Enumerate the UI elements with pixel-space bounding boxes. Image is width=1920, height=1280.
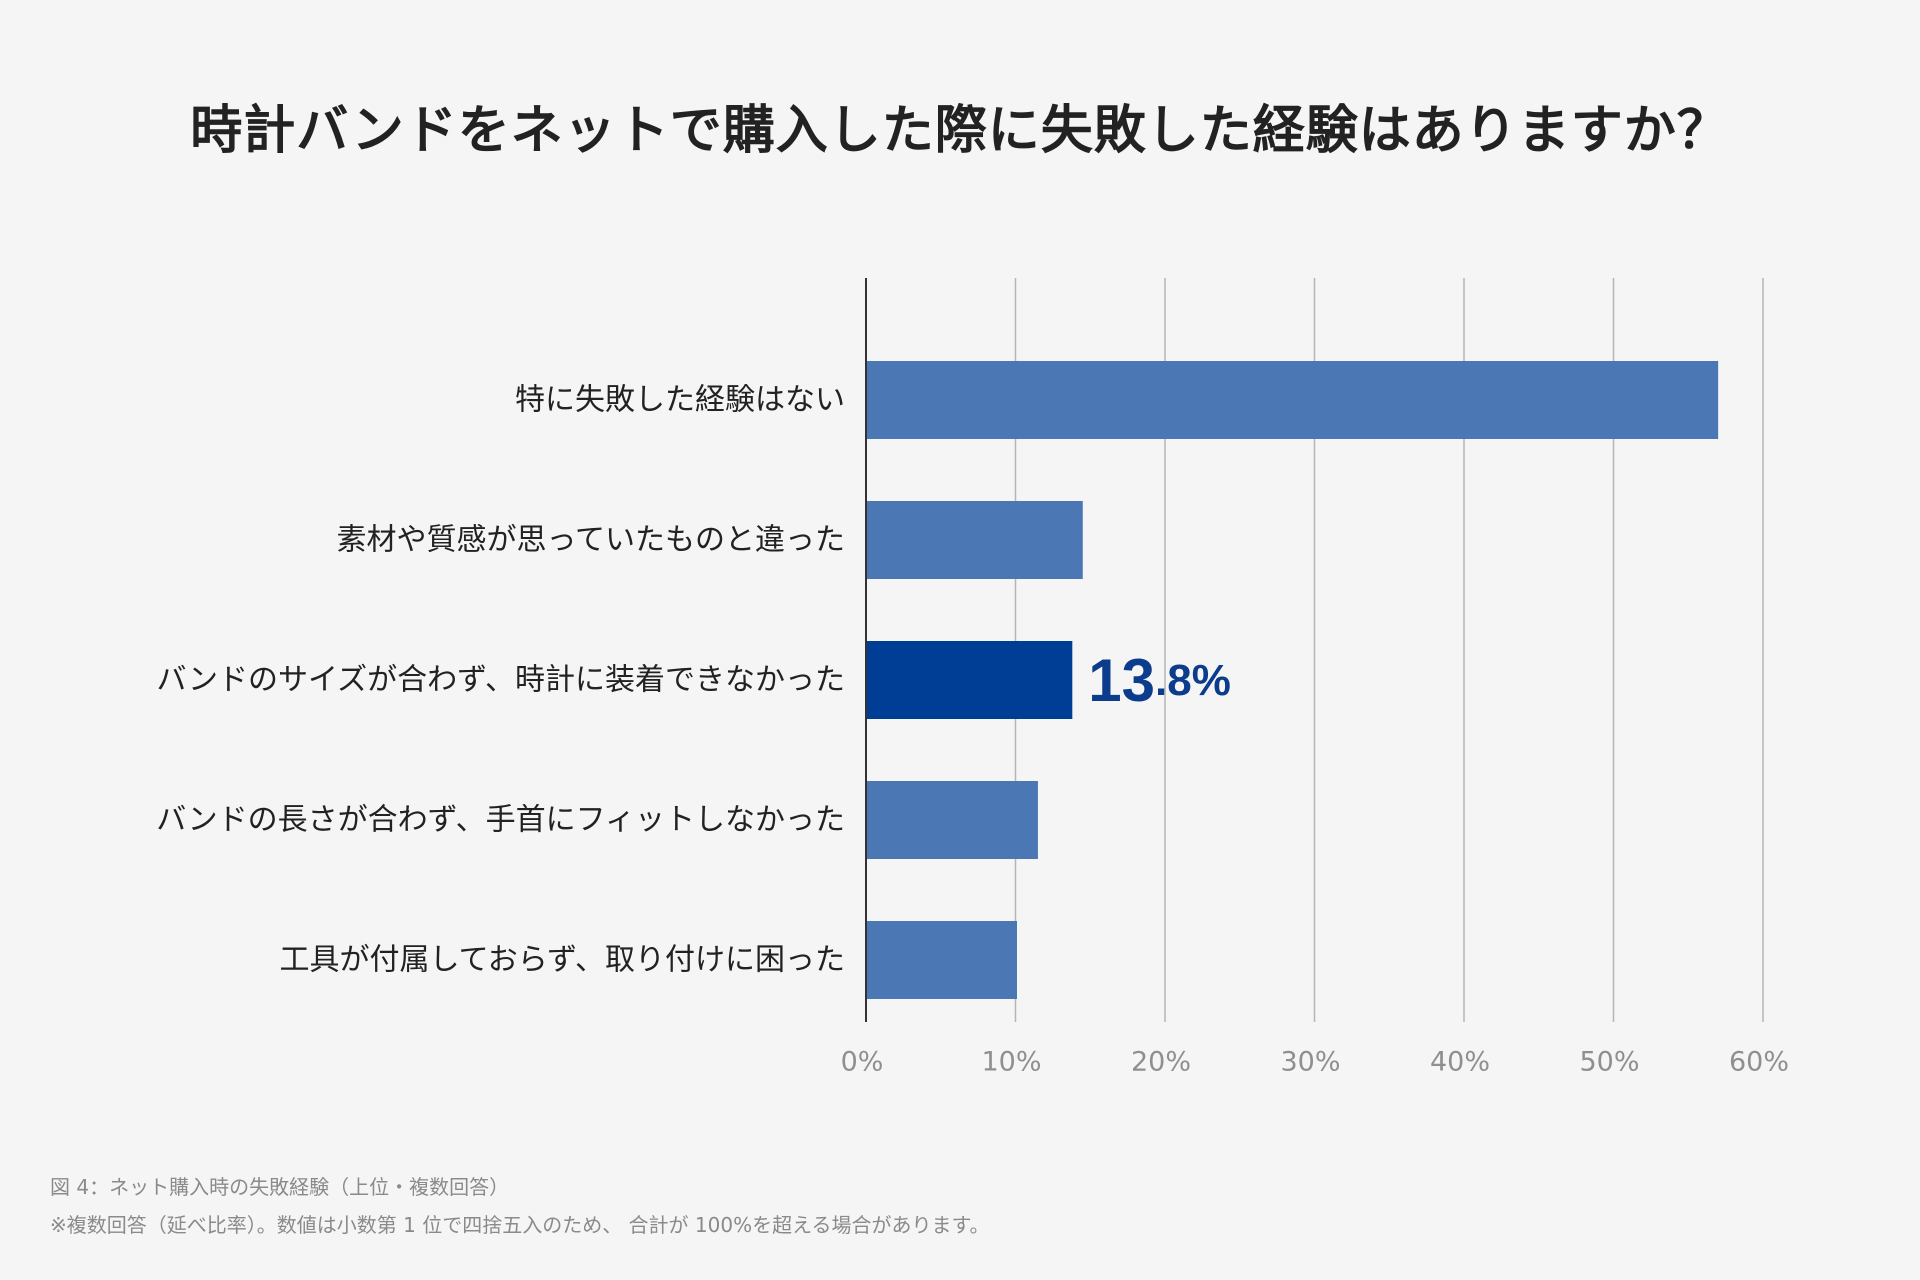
value-label-decimal: .8%: [1155, 656, 1231, 705]
category-label: 特に失敗した経験はない: [515, 383, 845, 418]
footnote-note: ※複数回答（延べ比率）。数値は小数第 1 位で四捨五入のため、 合計が 100%…: [50, 1213, 990, 1237]
bar-highlight: [866, 641, 1073, 719]
tick-label: 40%: [1430, 1047, 1490, 1078]
bar: [866, 781, 1038, 859]
bar: [866, 921, 1017, 999]
tick-label: 30%: [1280, 1047, 1340, 1078]
bars: [866, 361, 1719, 999]
bar: [866, 361, 1719, 439]
figure-caption: 図 4：ネット購入時の失敗経験（上位・複数回答）: [50, 1175, 510, 1199]
category-label: 素材や質感が思っていたものと違った: [337, 523, 846, 558]
tick-label: 60%: [1729, 1047, 1789, 1078]
category-labels: 特に失敗した経験はない素材や質感が思っていたものと違ったバンドのサイズが合わず、…: [156, 383, 845, 978]
footnotes: 図 4：ネット購入時の失敗経験（上位・複数回答） ※複数回答（延べ比率）。数値は…: [50, 1168, 990, 1244]
tick-label: 0%: [841, 1047, 884, 1078]
category-label: 工具が付属しておらず、取り付けに困った: [280, 943, 846, 978]
value-label-highlight: 13.8%: [1088, 647, 1231, 714]
tick-label: 10%: [981, 1047, 1041, 1078]
tick-label: 50%: [1579, 1047, 1639, 1078]
tick-label: 20%: [1131, 1047, 1191, 1078]
bar: [866, 501, 1083, 579]
value-label-main: 13: [1088, 647, 1155, 714]
chart-title: 時計バンドをネットで購入した際に失敗した経験はありますか？: [190, 101, 1730, 161]
tick-labels: 0% 10% 20% 30% 40% 50% 60%: [841, 1047, 1789, 1078]
category-label: バンドのサイズが合わず、時計に装着できなかった: [157, 663, 846, 698]
category-label: バンドの長さが合わず、手首にフィットしなかった: [156, 803, 845, 838]
value-labels: 13.8%: [1088, 647, 1231, 714]
